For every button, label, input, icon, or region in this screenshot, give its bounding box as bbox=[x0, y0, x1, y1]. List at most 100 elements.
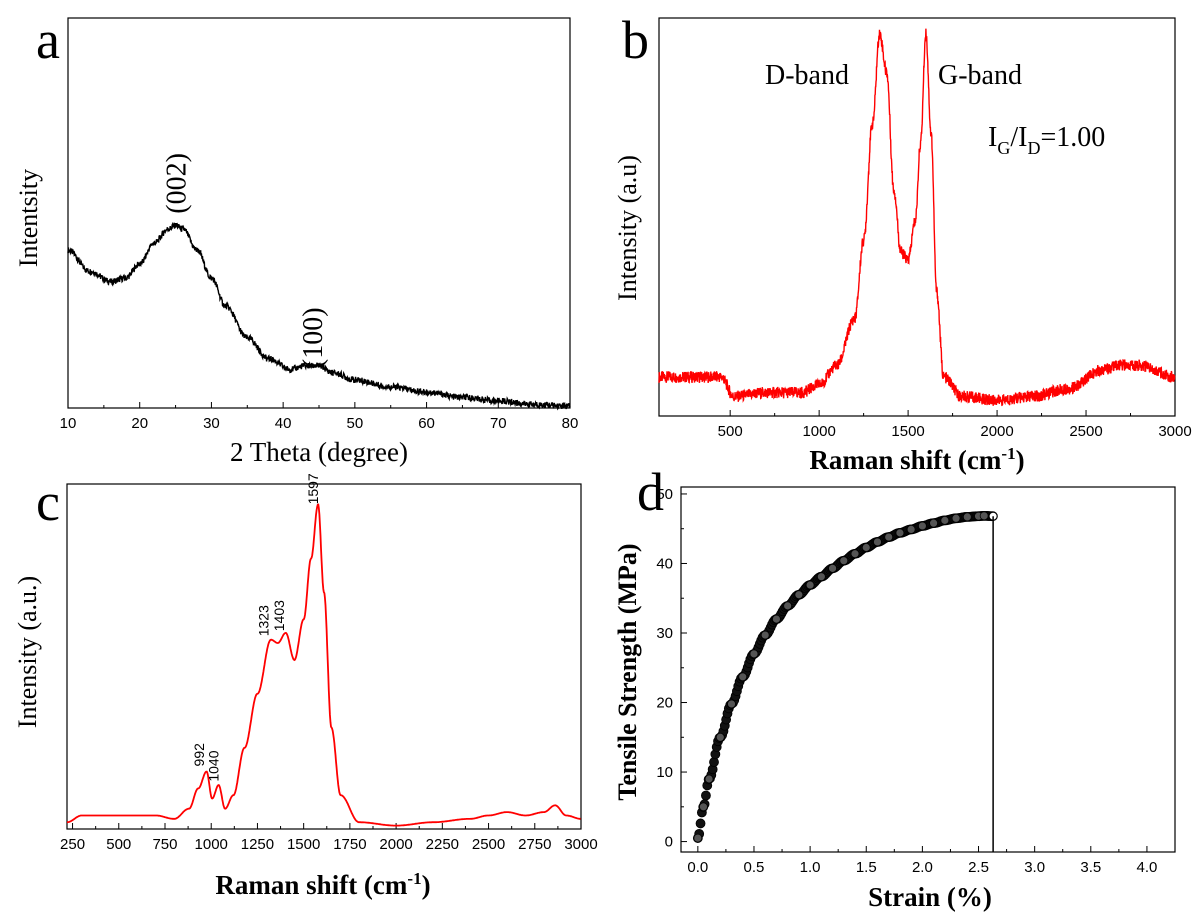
x-axis-label-a: 2 Theta (degree) bbox=[230, 437, 408, 467]
x-tick-label: 2500 bbox=[472, 836, 505, 853]
data-point bbox=[727, 699, 736, 709]
x-tick-label: 80 bbox=[562, 415, 579, 432]
data-point bbox=[749, 649, 759, 659]
data-point bbox=[839, 556, 849, 566]
peak-label: 1323 bbox=[256, 605, 272, 636]
x-tick-label: 4.0 bbox=[1137, 859, 1158, 876]
panel-c-raman-chart: c 250 500 750 1000 1250 1500 1750 2000 2250 2500 2… bbox=[13, 472, 598, 900]
intensity-ratio-label: IG/ID=1.00 bbox=[988, 122, 1105, 158]
x-axis-ticks-b: 500 1000 1500 2000 2500 3000 bbox=[718, 410, 1192, 440]
x-tick-label: 2250 bbox=[426, 836, 459, 853]
x-tick-label: 2000 bbox=[379, 836, 412, 853]
peak-annotation-100: (100) bbox=[298, 307, 329, 368]
x-tick-label: 1250 bbox=[241, 836, 274, 853]
x-tick-label: 20 bbox=[131, 415, 148, 432]
data-point bbox=[794, 590, 804, 600]
plot-frame-d bbox=[680, 486, 1176, 853]
x-tick-label: 500 bbox=[106, 836, 131, 853]
panel-b-raman-chart: b 500 1000 1500 2000 2500 3000 D-band G-band … bbox=[613, 10, 1192, 475]
panel-d-tensile-chart: d 0.0 0.5 1.0 1.5 2.0 2.5 3.0 3.5 4.0 0 10 20 30 40 50… bbox=[613, 462, 1176, 912]
panel-letter-a: a bbox=[36, 10, 60, 70]
tensile-points bbox=[692, 510, 998, 843]
data-point bbox=[895, 528, 905, 538]
x-tick-label: 10 bbox=[60, 415, 77, 432]
data-point bbox=[699, 802, 708, 812]
data-point bbox=[962, 512, 972, 522]
y-tick-label: 50 bbox=[656, 486, 673, 503]
x-tick-label: 1500 bbox=[891, 423, 924, 440]
x-tick-label: 70 bbox=[490, 415, 507, 432]
x-tick-label: 1.5 bbox=[856, 859, 877, 876]
x-tick-label: 2500 bbox=[1069, 423, 1102, 440]
peak-label: 1597 bbox=[305, 473, 321, 504]
data-point bbox=[783, 601, 793, 611]
x-tick-label: 1000 bbox=[802, 423, 835, 440]
y-axis-label-d: Tensile Strength (MPa) bbox=[613, 543, 642, 800]
data-point bbox=[772, 614, 781, 624]
data-point bbox=[805, 580, 815, 590]
y-axis-label-c: Intensity (a.u.) bbox=[13, 576, 42, 728]
x-tick-label: 30 bbox=[203, 415, 220, 432]
x-axis-ticks-a: 10 20 30 40 50 60 70 80 bbox=[60, 402, 579, 432]
peak-annotation-002: (002) bbox=[162, 153, 193, 214]
d-band-label: D-band bbox=[765, 60, 849, 91]
data-point bbox=[929, 518, 939, 528]
x-axis-label-b: Raman shift (cm-1) bbox=[809, 444, 1024, 475]
x-axis-label-c: Raman shift (cm-1) bbox=[215, 869, 430, 900]
x-tick-label: 1500 bbox=[287, 836, 320, 853]
data-point bbox=[873, 537, 882, 547]
axis-ticks-d: 0.0 0.5 1.0 1.5 2.0 2.5 3.0 3.5 4.0 0 10 20 30 40 50 bbox=[656, 486, 1157, 876]
data-point bbox=[738, 672, 748, 682]
data-point bbox=[861, 543, 871, 552]
y-tick-label: 0 bbox=[665, 834, 673, 851]
x-tick-label: 50 bbox=[347, 415, 364, 432]
plot-frame-c bbox=[66, 483, 582, 830]
x-tick-label: 2750 bbox=[518, 836, 551, 853]
data-point bbox=[704, 774, 714, 784]
x-tick-label: 1000 bbox=[195, 836, 228, 853]
data-point bbox=[715, 732, 725, 742]
raman-series-line-b bbox=[658, 28, 1176, 407]
data-point bbox=[951, 513, 961, 523]
x-axis-ticks-c: 250 500 750 1000 1250 1500 1750 2000 2250 2500 275… bbox=[60, 823, 598, 853]
x-tick-label: 40 bbox=[275, 415, 292, 432]
g-band-label: G-band bbox=[938, 60, 1022, 91]
panel-a-xrd-chart: a 10 20 30 40 50 60 70 80 (002) (100) 2 Theta (… bbox=[14, 10, 578, 467]
panel-letter-b: b bbox=[622, 10, 649, 70]
y-axis-label-b: Intensity (a.u) bbox=[613, 155, 642, 301]
data-point bbox=[695, 818, 706, 829]
xrd-series-line bbox=[67, 221, 571, 411]
data-point bbox=[940, 515, 950, 525]
data-point bbox=[884, 532, 894, 542]
x-tick-label: 3000 bbox=[564, 836, 597, 853]
raman-series-line-c bbox=[67, 503, 581, 827]
data-point bbox=[850, 549, 860, 559]
data-point bbox=[816, 572, 826, 582]
data-point bbox=[906, 525, 916, 534]
x-tick-label: 3000 bbox=[1158, 423, 1191, 440]
y-tick-label: 20 bbox=[656, 695, 673, 712]
data-point bbox=[828, 563, 837, 573]
data-point bbox=[693, 833, 703, 843]
x-tick-label: 750 bbox=[152, 836, 177, 853]
y-tick-label: 30 bbox=[656, 625, 673, 642]
y-tick-label: 10 bbox=[656, 764, 673, 781]
x-tick-label: 60 bbox=[418, 415, 435, 432]
x-tick-label: 2.0 bbox=[912, 859, 933, 876]
x-axis-label-d: Strain (%) bbox=[868, 882, 992, 912]
panel-letter-d: d bbox=[637, 462, 664, 522]
y-tick-label: 40 bbox=[656, 555, 673, 572]
peak-label: 992 bbox=[191, 743, 207, 767]
x-tick-label: 500 bbox=[718, 423, 743, 440]
x-tick-label: 3.0 bbox=[1024, 859, 1045, 876]
plot-frame-b bbox=[658, 17, 1176, 417]
data-point bbox=[701, 790, 711, 801]
data-point bbox=[760, 630, 770, 640]
peak-label: 1040 bbox=[206, 750, 222, 781]
peak-label: 1403 bbox=[271, 600, 287, 631]
x-tick-label: 1.0 bbox=[800, 859, 821, 876]
panel-letter-c: c bbox=[36, 472, 60, 532]
x-tick-label: 0.0 bbox=[687, 859, 708, 876]
x-tick-label: 0.5 bbox=[744, 859, 765, 876]
